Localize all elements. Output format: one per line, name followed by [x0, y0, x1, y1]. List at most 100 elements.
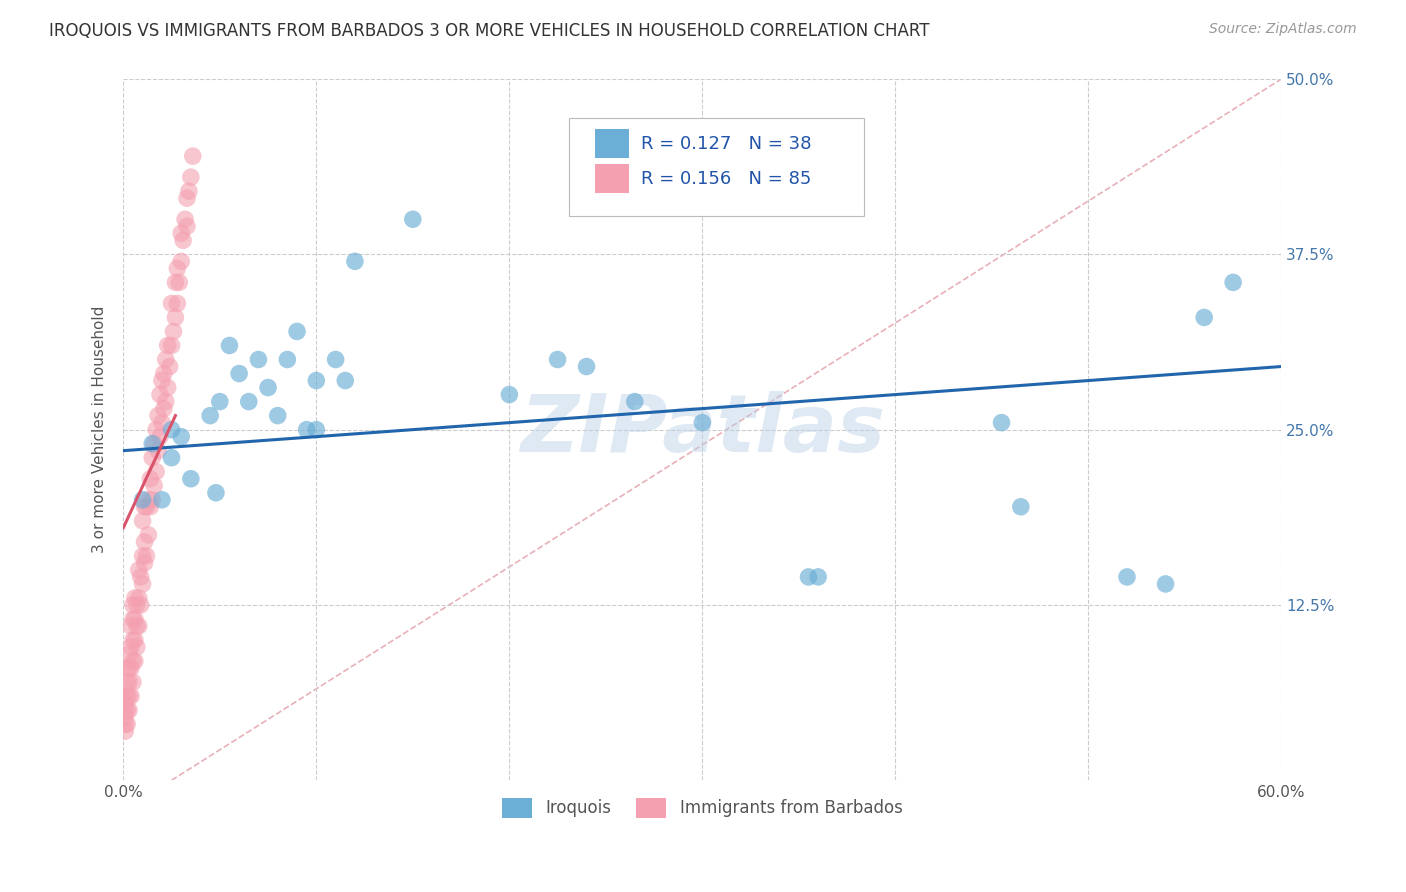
- Point: [153, 401, 176, 416]
- Point: [118, 689, 141, 703]
- Point: [124, 591, 146, 605]
- Point: [155, 352, 177, 367]
- Point: [115, 661, 138, 675]
- Point: [135, 500, 157, 514]
- Point: [131, 577, 153, 591]
- Point: [114, 710, 136, 724]
- Point: [153, 367, 176, 381]
- Point: [267, 409, 290, 423]
- Point: [156, 380, 179, 394]
- Point: [150, 492, 173, 507]
- Point: [149, 430, 172, 444]
- Point: [162, 325, 184, 339]
- Point: [146, 409, 169, 423]
- Point: [1154, 577, 1177, 591]
- Point: [160, 338, 183, 352]
- Point: [141, 450, 163, 465]
- Point: [129, 598, 152, 612]
- Point: [156, 338, 179, 352]
- Point: [990, 416, 1012, 430]
- Point: [129, 570, 152, 584]
- Point: [114, 717, 136, 731]
- Text: IROQUOIS VS IMMIGRANTS FROM BARBADOS 3 OR MORE VEHICLES IN HOUSEHOLD CORRELATION: IROQUOIS VS IMMIGRANTS FROM BARBADOS 3 O…: [49, 22, 929, 40]
- Point: [1222, 276, 1244, 290]
- FancyBboxPatch shape: [595, 128, 630, 158]
- Point: [166, 296, 188, 310]
- Point: [114, 724, 136, 739]
- Point: [124, 654, 146, 668]
- Point: [131, 492, 153, 507]
- Text: R = 0.156   N = 85: R = 0.156 N = 85: [641, 169, 811, 187]
- Point: [118, 647, 141, 661]
- Point: [575, 359, 598, 374]
- Point: [115, 675, 138, 690]
- Point: [141, 492, 163, 507]
- Point: [134, 534, 156, 549]
- Point: [125, 640, 148, 654]
- Point: [1192, 310, 1215, 325]
- Point: [285, 325, 308, 339]
- Point: [124, 612, 146, 626]
- Point: [172, 233, 194, 247]
- Point: [170, 430, 193, 444]
- Point: [150, 374, 173, 388]
- Point: [125, 619, 148, 633]
- Point: [139, 472, 162, 486]
- Point: [146, 443, 169, 458]
- Point: [335, 374, 357, 388]
- Text: ZIPatlas: ZIPatlas: [520, 391, 884, 468]
- Point: [159, 359, 181, 374]
- Point: [218, 338, 240, 352]
- Point: [1010, 500, 1032, 514]
- Point: [305, 374, 328, 388]
- Point: [170, 227, 193, 241]
- Point: [143, 479, 166, 493]
- Point: [145, 423, 167, 437]
- Point: [228, 367, 250, 381]
- Point: [128, 563, 150, 577]
- Text: R = 0.127   N = 38: R = 0.127 N = 38: [641, 135, 811, 153]
- Point: [238, 394, 260, 409]
- Point: [180, 170, 202, 185]
- Point: [169, 276, 191, 290]
- Point: [247, 352, 270, 367]
- Point: [177, 184, 200, 198]
- Legend: Iroquois, Immigrants from Barbados: Iroquois, Immigrants from Barbados: [495, 791, 910, 824]
- Point: [120, 661, 142, 675]
- Point: [118, 703, 141, 717]
- Point: [155, 394, 177, 409]
- Point: [131, 514, 153, 528]
- Point: [115, 689, 138, 703]
- Point: [115, 703, 138, 717]
- Point: [402, 212, 425, 227]
- Point: [134, 500, 156, 514]
- Point: [125, 598, 148, 612]
- Point: [122, 633, 145, 648]
- Point: [128, 619, 150, 633]
- FancyBboxPatch shape: [569, 118, 865, 216]
- Point: [114, 696, 136, 710]
- Point: [692, 416, 714, 430]
- Point: [138, 492, 160, 507]
- Point: [160, 423, 183, 437]
- Point: [149, 387, 172, 401]
- Point: [181, 149, 204, 163]
- Point: [139, 500, 162, 514]
- Point: [325, 352, 347, 367]
- Point: [343, 254, 366, 268]
- Point: [120, 689, 142, 703]
- Point: [120, 640, 142, 654]
- Point: [198, 409, 221, 423]
- Point: [135, 549, 157, 563]
- Point: [1116, 570, 1139, 584]
- Point: [128, 591, 150, 605]
- Point: [160, 296, 183, 310]
- Point: [122, 598, 145, 612]
- Point: [165, 310, 187, 325]
- Point: [205, 485, 228, 500]
- Point: [276, 352, 298, 367]
- Point: [118, 675, 141, 690]
- Point: [114, 703, 136, 717]
- Point: [166, 261, 188, 276]
- Point: [623, 394, 645, 409]
